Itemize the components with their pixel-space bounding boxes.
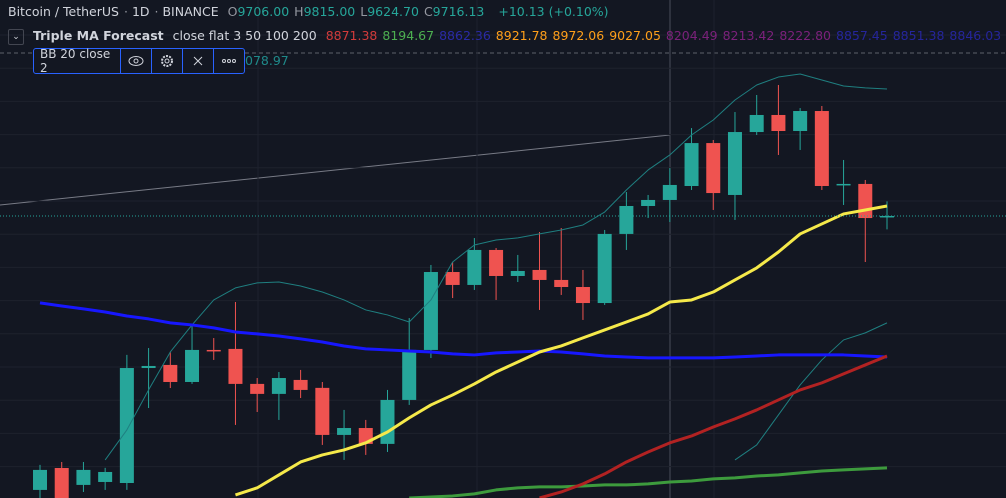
indicator-value: 8204.49 — [665, 28, 718, 43]
bb-value-row: 078.97 — [245, 53, 294, 68]
candle-body — [814, 111, 829, 186]
indicator-values: 8871.38 8194.67 8862.36 8921.78 8972.06 9027.… — [326, 28, 1006, 43]
candle-body — [532, 269, 547, 280]
interval: 1D — [131, 4, 150, 19]
candle-body — [445, 272, 460, 285]
ohlc-key: H — [294, 4, 304, 19]
candle-body — [293, 379, 308, 390]
trend-line — [0, 134, 671, 206]
candle-body — [119, 368, 134, 484]
ohlc-key: C — [423, 4, 433, 19]
symbol: Bitcoin / TetherUS — [8, 4, 119, 19]
candle-body — [33, 469, 47, 490]
indicator-value: 8871.38 — [325, 28, 378, 43]
indicator-line — [539, 354, 888, 498]
candle-body — [510, 270, 525, 276]
indicator-name: Triple MA Forecast — [32, 28, 164, 43]
candle-body — [402, 349, 417, 400]
candle-body — [619, 205, 634, 234]
candle-body — [749, 114, 764, 133]
indicator-value: 8921.78 — [495, 28, 548, 43]
candle-body — [315, 387, 330, 435]
candle-body — [206, 349, 221, 352]
indicator-value: 8213.42 — [722, 28, 775, 43]
candle-body — [380, 399, 395, 444]
candle-body — [597, 233, 612, 304]
bb-name[interactable]: BB 20 close 2 — [40, 47, 111, 75]
indicator-row: ⌄ Triple MA Forecast close flat 3 50 100… — [8, 28, 1006, 45]
candle-body — [880, 215, 894, 218]
candle-body — [76, 469, 91, 485]
change: +10.13 (+0.10%) — [498, 4, 609, 19]
indicator-line — [104, 73, 888, 461]
candle-body — [727, 132, 742, 195]
indicator-value: 8972.06 — [552, 28, 605, 43]
ohlc-value: 9624.70 — [367, 4, 419, 19]
collapse-button[interactable]: ⌄ — [8, 28, 24, 45]
ohlc-value: 9706.00 — [237, 4, 290, 19]
more-button[interactable] — [213, 49, 244, 73]
candle-body — [662, 184, 677, 200]
candle-body — [858, 183, 873, 219]
ohlc-key: O — [227, 4, 238, 19]
candle-body — [793, 111, 808, 132]
remove-button[interactable] — [182, 49, 213, 73]
indicator-line — [409, 466, 888, 498]
candle-body — [706, 143, 721, 194]
candle-body — [684, 143, 699, 186]
ohlc: O9706.00 H9815.00 L9624.70 C9716.13 — [228, 4, 490, 19]
indicator-params: close flat 3 50 100 200 — [172, 28, 317, 43]
candle-body — [467, 249, 482, 285]
ohlc-value: 9716.13 — [432, 4, 485, 19]
candle-body — [337, 428, 352, 435]
exchange: BINANCE — [162, 4, 219, 19]
candle-body — [228, 348, 243, 384]
candle-body — [250, 383, 265, 394]
candle-body — [98, 471, 113, 482]
indicator-line — [234, 204, 888, 497]
bb-value: 078.97 — [245, 53, 289, 68]
settings-button[interactable] — [151, 49, 182, 73]
candle-body — [554, 279, 569, 288]
ohlc-value: 9815.00 — [303, 4, 356, 19]
candle-body — [185, 349, 200, 382]
candle-body — [489, 249, 504, 276]
candle-body — [271, 378, 286, 394]
eye-button[interactable] — [120, 49, 151, 73]
indicator-value: 8194.67 — [382, 28, 435, 43]
indicator-value: 8862.36 — [439, 28, 491, 43]
candle-body — [141, 365, 156, 369]
indicator-value: 9027.05 — [609, 28, 661, 43]
indicator-value: 8846.03 — [949, 28, 1002, 43]
ohlc-key: L — [360, 4, 368, 19]
symbol-row: Bitcoin / TetherUS · 1D · BINANCE O9706.00… — [8, 4, 609, 19]
indicator-line — [734, 322, 888, 461]
candle-body — [836, 183, 851, 186]
indicator-value: 8857.45 — [836, 28, 888, 43]
candle-body — [641, 199, 656, 206]
candle-body — [54, 468, 69, 498]
indicator-line — [39, 301, 888, 360]
bb-toolbar: BB 20 close 2 — [33, 47, 245, 75]
indicator-value: 8222.80 — [779, 28, 832, 43]
candle-body — [575, 287, 590, 304]
candle-body — [163, 364, 178, 382]
candle-body — [423, 272, 438, 350]
candle-body — [771, 114, 786, 132]
indicator-value: 8851.38 — [892, 28, 945, 43]
